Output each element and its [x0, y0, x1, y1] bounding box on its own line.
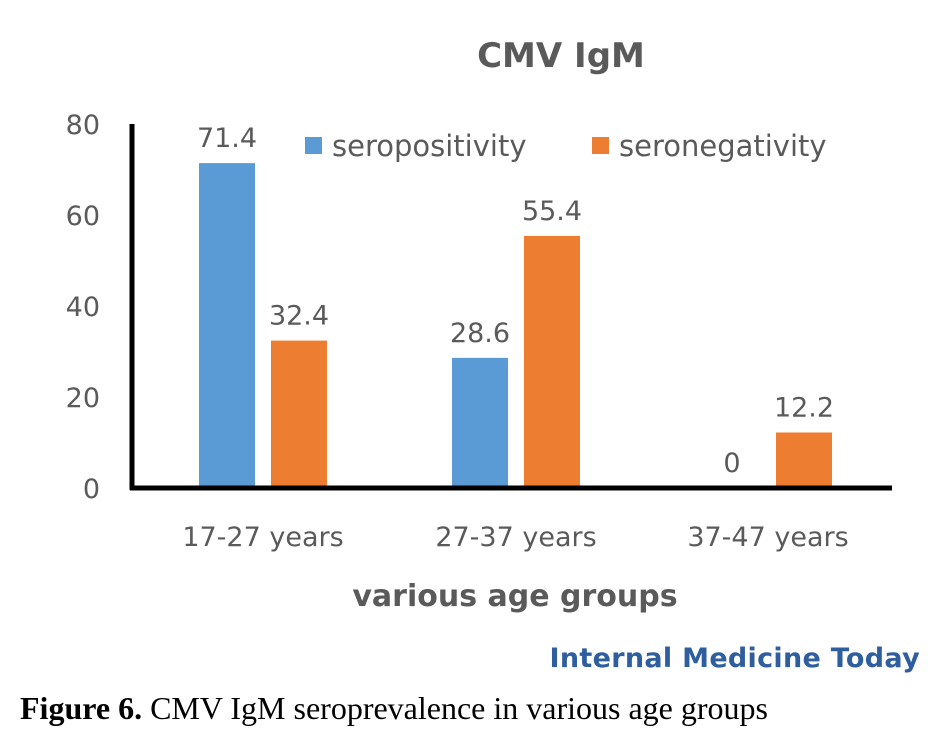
- y-tick-label: 60: [66, 201, 100, 232]
- x-axis-ticks: 17-27 years 27-37 years 37-47 years: [182, 522, 848, 553]
- bars: [199, 163, 832, 488]
- data-label: 12.2: [774, 392, 834, 423]
- y-tick-label: 40: [66, 292, 100, 323]
- data-label: 71.4: [197, 123, 257, 154]
- data-label: 32.4: [269, 301, 329, 332]
- chart-title: CMV IgM: [477, 36, 645, 76]
- legend-swatch-seropositivity: [305, 137, 322, 154]
- publisher-watermark: Internal Medicine Today: [549, 643, 920, 674]
- legend-label-seronegativity: seronegativity: [619, 129, 827, 163]
- legend-label-seropositivity: seropositivity: [332, 129, 526, 163]
- caption-text: CMV IgM seroprevalence in various age gr…: [142, 690, 768, 726]
- x-axis-label: various age groups: [352, 579, 677, 614]
- y-tick-label: 80: [66, 110, 100, 141]
- x-tick-label: 17-27 years: [182, 522, 343, 553]
- data-label: 28.6: [450, 318, 510, 349]
- data-label: 55.4: [522, 196, 582, 227]
- figure-caption: Figure 6. CMV IgM seroprevalence in vari…: [20, 690, 768, 727]
- legend-swatch-seronegativity: [592, 137, 609, 154]
- bar-seropositivity-1: [452, 357, 508, 488]
- x-tick-label: 37-47 years: [687, 522, 848, 553]
- y-tick-label: 0: [83, 474, 100, 505]
- y-tick-label: 20: [66, 383, 100, 414]
- bar-seropositivity-0: [199, 163, 255, 488]
- data-labels: 71.4 32.4 28.6 55.4 0 12.2: [197, 123, 834, 479]
- data-label: 0: [723, 448, 740, 479]
- legend: seropositivity seronegativity: [305, 129, 827, 163]
- bar-seronegativity-0: [271, 340, 327, 488]
- bar-seronegativity-2: [776, 432, 832, 488]
- x-tick-label: 27-37 years: [435, 522, 596, 553]
- caption-label: Figure 6.: [20, 690, 143, 726]
- bar-seronegativity-1: [524, 235, 580, 488]
- y-axis-ticks: 0 20 40 60 80: [66, 110, 100, 505]
